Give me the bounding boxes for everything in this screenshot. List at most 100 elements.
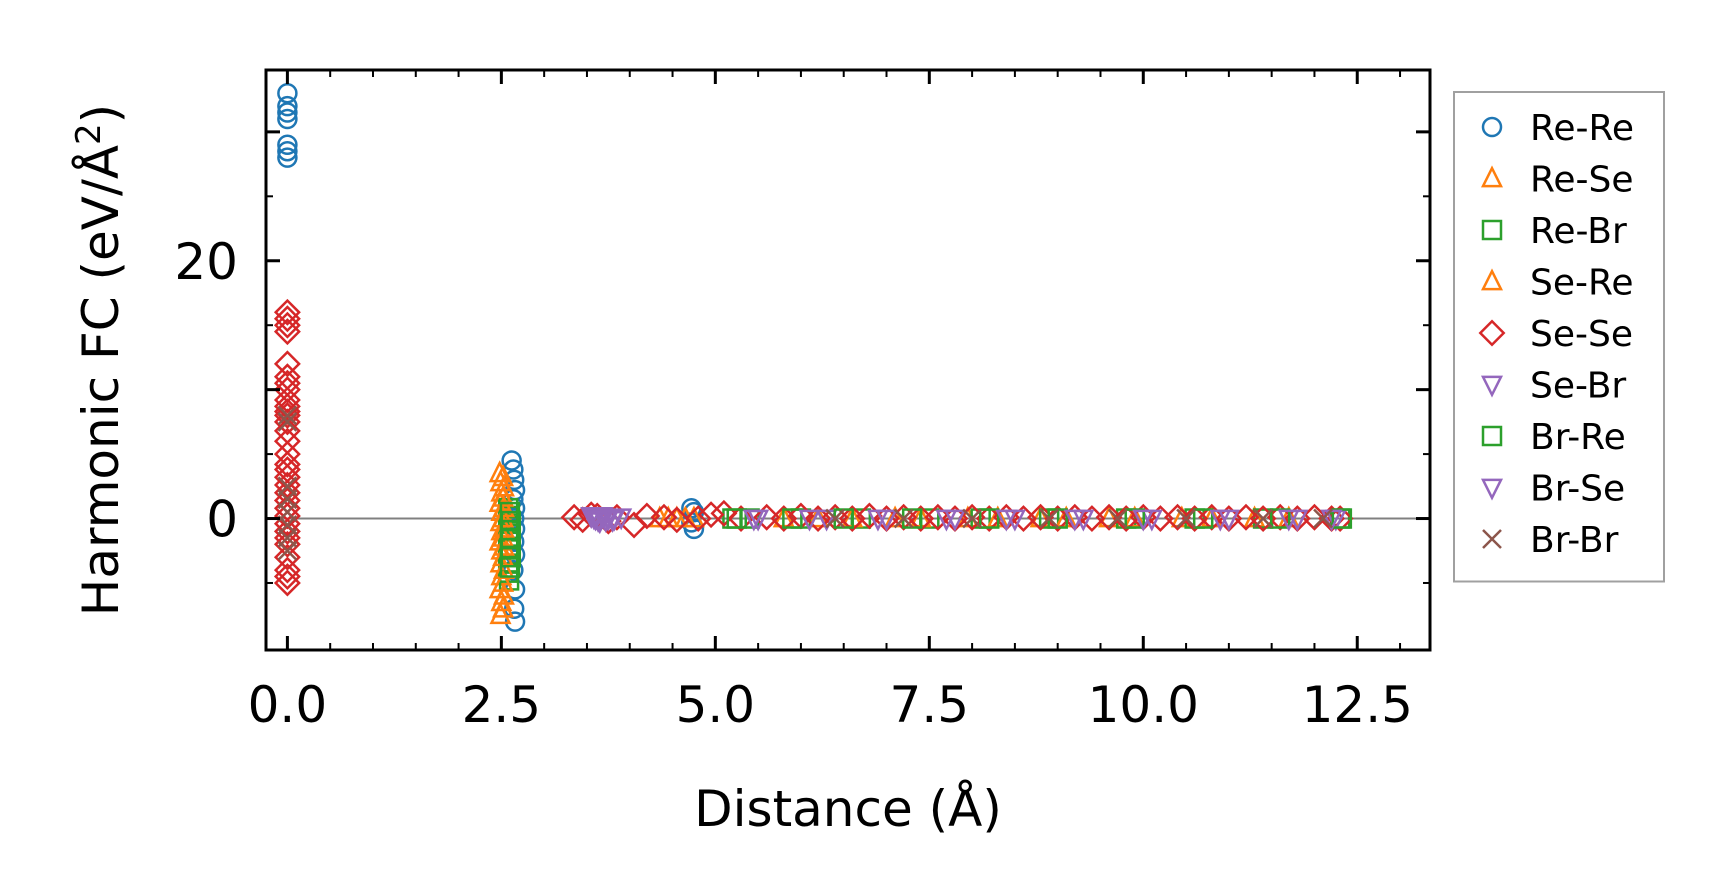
data-point (273, 543, 301, 571)
legend-marker (1480, 165, 1504, 188)
legend-entry: Se-Se (1478, 314, 1633, 355)
data-point (1277, 509, 1300, 532)
legend-entry: Re-Se (1480, 160, 1634, 201)
data-point (273, 401, 301, 429)
data-point (1198, 503, 1226, 531)
x-tick-label: 10.0 (1088, 676, 1199, 734)
data-point (1313, 508, 1333, 529)
data-point (726, 508, 747, 529)
data-point (924, 503, 952, 531)
data-point (1107, 508, 1128, 529)
data-point (1132, 509, 1155, 532)
legend-marker (1481, 425, 1503, 447)
y-axis-label: Harmonic FC (eV/Å2) (69, 104, 130, 616)
y-axis-label-base: Harmonic FC (eV/Å (72, 145, 130, 616)
data-point (633, 502, 661, 530)
data-point (935, 509, 958, 532)
data-point (962, 508, 982, 529)
data-point (492, 582, 515, 605)
data-point (273, 350, 301, 378)
legend-label: Re-Br (1530, 211, 1627, 252)
data-point (684, 505, 712, 533)
data-point (273, 408, 301, 436)
legend-label: Br-Br (1530, 520, 1619, 561)
data-point (499, 557, 521, 578)
data-point (591, 507, 614, 530)
legend-entry: Br-Se (1480, 469, 1625, 510)
tick-labels: 0.0 2.5 5.0 7.5 10.0 12.5 0 20 (174, 233, 1413, 734)
legend-label: Se-Br (1530, 366, 1626, 407)
legend: Re-Re Re-Se Re-Br Se-Re Se-Se Se-Br Br-Re Br-Se… (1453, 91, 1665, 583)
legend-marker (1478, 319, 1506, 347)
data-point (1209, 509, 1232, 532)
legend-label: Se-Se (1530, 314, 1633, 355)
legend-marker (1481, 116, 1503, 138)
data-point (674, 505, 697, 528)
data-point (683, 518, 705, 540)
data-point (866, 509, 889, 532)
data-point (277, 405, 298, 426)
data-point (273, 311, 301, 339)
legend-marker (1480, 268, 1504, 291)
data-point (580, 507, 603, 530)
series-br-se (582, 507, 1343, 533)
data-point (501, 450, 522, 471)
legend-label: Re-Re (1530, 108, 1634, 149)
data-point (273, 569, 301, 597)
data-point (492, 533, 515, 556)
legend-marker (1480, 478, 1504, 501)
data-point (277, 540, 298, 561)
series-br-br (277, 405, 1333, 561)
data-point (500, 546, 522, 568)
data-point (500, 527, 522, 549)
data-points (273, 82, 1354, 632)
data-point (273, 517, 301, 545)
y-tick-label: 0 (206, 491, 238, 549)
data-point (273, 298, 301, 326)
data-point (273, 450, 301, 478)
data-point (753, 503, 781, 531)
data-point (273, 563, 301, 591)
data-point (277, 134, 298, 156)
data-point (798, 509, 821, 532)
x-tick-label: 0.0 (248, 676, 328, 734)
y-axis-label-superscript: 2 (69, 123, 109, 145)
data-point (603, 509, 626, 532)
data-point (1095, 503, 1123, 531)
data-point (1253, 508, 1273, 529)
legend-label: Re-Se (1530, 160, 1634, 201)
data-point (821, 503, 849, 531)
data-point (727, 505, 755, 533)
data-point (663, 506, 691, 534)
data-point (277, 147, 298, 168)
data-point (277, 108, 298, 130)
y-tick-label: 20 (174, 233, 238, 291)
y-axis-label-close: ) (72, 104, 130, 124)
data-point (492, 595, 515, 618)
data-point (893, 508, 914, 529)
data-point (697, 501, 725, 529)
data-point (995, 509, 1018, 532)
data-point (273, 318, 301, 346)
data-point (1232, 503, 1260, 531)
legend-label: Br-Re (1530, 417, 1626, 458)
data-point (277, 102, 298, 123)
legend-entry: Se-Br (1480, 366, 1626, 407)
data-point (610, 508, 633, 531)
legend-entry: Re-Br (1481, 211, 1627, 252)
x-axis-label: Distance (Å) (694, 780, 1002, 838)
legend-entry: Br-Re (1481, 417, 1626, 458)
legend-entry: Re-Re (1481, 108, 1634, 149)
legend-marker (1481, 219, 1503, 241)
data-point (277, 95, 298, 117)
x-tick-label: 2.5 (462, 676, 542, 734)
data-point (1300, 503, 1328, 531)
legend-marker (1482, 529, 1502, 549)
data-point (1039, 508, 1060, 529)
data-point (492, 544, 515, 567)
data-point (1063, 509, 1086, 532)
data-point (277, 82, 298, 104)
data-point (782, 508, 803, 529)
data-point (742, 509, 765, 532)
